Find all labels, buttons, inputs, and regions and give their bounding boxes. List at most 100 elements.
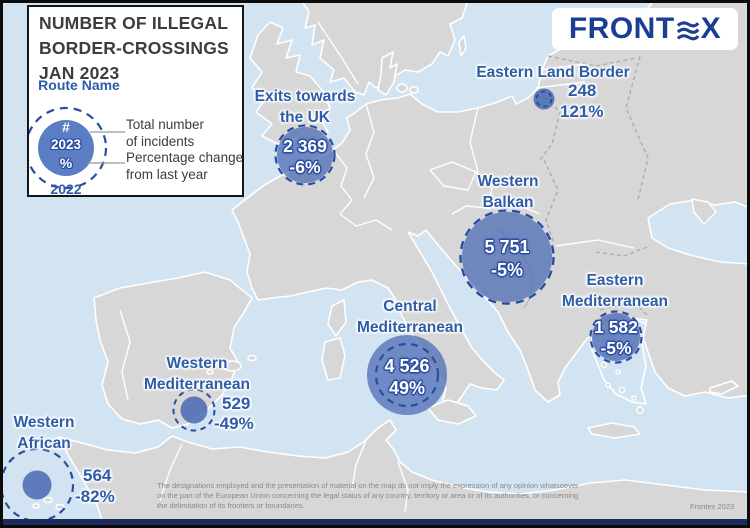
route-label-central-mediterranean: Central Mediterranean [357, 296, 463, 338]
disclaimer-line-1: The designations employed and the presen… [157, 481, 579, 490]
bubble-2023 [277, 127, 333, 183]
route-total: 1 582 [594, 317, 638, 337]
bubble-2023 [462, 212, 552, 302]
route-total: 4 526 [384, 356, 430, 376]
route-label-line: Eastern Land Border [476, 64, 630, 81]
route-label-line: Mediterranean [357, 319, 463, 336]
route-label-line: Central [383, 298, 437, 315]
route-label-line: Western [13, 414, 75, 431]
bubble-2023 [367, 335, 447, 415]
title-box: NUMBER OF ILLEGAL BORDER-CROSSINGS JAN 2… [27, 5, 244, 197]
bubble-2022-ring [274, 124, 336, 186]
land-canary-3 [32, 503, 40, 509]
route-values-western-balkan: 5 751 -5% [484, 236, 529, 282]
land-scandinavia [300, 0, 469, 96]
bubble-2022-ring [589, 310, 643, 364]
route-total-eastern-land-border: 248 [568, 81, 597, 100]
land-danish-isles [396, 83, 408, 93]
disclaimer-line-3: the delimitation of its frontiers or bou… [157, 501, 305, 511]
land-menorca [247, 354, 257, 362]
legend-incidents-line-1: Total number [126, 117, 205, 132]
land-north-africa [57, 419, 750, 528]
route-total-western-african: 564 [83, 466, 112, 485]
route-label-line: Mediterranean [562, 293, 668, 310]
land-britain [249, 21, 331, 145]
route-label-line: African [17, 435, 71, 452]
black-sea [647, 199, 750, 265]
land-gotland [458, 35, 467, 57]
route-change: 49% [388, 378, 426, 398]
aegean-island [615, 369, 621, 375]
route-total: 2 369 [283, 136, 327, 156]
route-label-exits-uk: Exits towards the UK [255, 86, 356, 128]
bubble-exits-uk [274, 124, 336, 186]
route-label-western-balkan: Western Balkan [478, 171, 539, 213]
route-change-western-african: -82% [75, 487, 115, 506]
legend-number-symbol: # [62, 119, 70, 135]
legend-percent-label: Percentage change from last year [126, 150, 243, 183]
route-total-western-mediterranean: 529 [222, 394, 251, 413]
frontex-wave-e-icon [676, 20, 699, 40]
map-disclaimer: The designations employed and the presen… [157, 481, 579, 512]
aegean-island [618, 386, 626, 394]
land-cyprus [709, 380, 739, 395]
bubble-2022-ring [535, 90, 553, 108]
route-label-eastern-mediterranean: Eastern Mediterranean [562, 270, 668, 312]
bubble-2023 [180, 396, 208, 424]
landmasses [32, 0, 750, 528]
bubble-eastern-land-border [533, 88, 555, 110]
bubble-2023 [592, 313, 640, 361]
route-total: 5 751 [484, 237, 530, 257]
disclaimer-line-2: on the part of the European Union concer… [157, 491, 579, 501]
route-circles [0, 88, 643, 523]
page-title-line-1: NUMBER OF ILLEGAL [39, 13, 229, 33]
route-label-line: Balkan [482, 194, 534, 211]
land-canary-1 [43, 496, 53, 504]
land-sardinia [321, 337, 346, 381]
legend-2023-circle [38, 120, 94, 176]
route-change-western-mediterranean: -49% [214, 414, 254, 433]
bubble-western-mediterranean [172, 388, 216, 432]
bubble-2022-ring [374, 342, 440, 408]
route-label-eastern-land-border: Eastern Land Border [476, 62, 629, 83]
legend-incidents-line-2: of incidents [126, 133, 195, 149]
route-label-line: Western [166, 355, 228, 372]
frontex-logo: FRONT X [552, 8, 738, 50]
land-denmark [377, 51, 398, 96]
route-change: -5% [600, 338, 632, 358]
route-values-eastern-mediterranean: 1 582 -5% [594, 317, 638, 359]
route-label-western-african: Western African [14, 412, 75, 454]
bottom-navy-bar [2, 519, 748, 526]
route-label-line: Eastern [586, 272, 644, 289]
page-title-line-3: JAN 2023 [39, 63, 120, 83]
route-change-eastern-land-border: 121% [560, 102, 604, 121]
route-values-central-mediterranean: 4 526 49% [384, 355, 429, 399]
land-ibiza [206, 369, 214, 375]
land-continent [231, 0, 750, 411]
land-danish-isles-2 [409, 86, 419, 94]
legend-bubble-graphic [29, 106, 125, 190]
legend-2022-ring [29, 106, 108, 190]
bubble-eastern-mediterranean [589, 310, 643, 364]
land-canary-2 [55, 503, 65, 511]
land-crimea [691, 198, 717, 225]
route-label-line: Exits towards [254, 88, 356, 105]
legend-year-previous: 2022 [50, 181, 82, 197]
bubble-2023 [22, 470, 52, 500]
aegean-island [600, 361, 608, 369]
bubble-central-mediterranean [367, 335, 447, 415]
bubble-western-balkan [459, 209, 555, 305]
route-label-western-mediterranean: Western Mediterranean [144, 353, 250, 395]
land-sicily [427, 399, 477, 425]
page-title-line-2: BORDER-CROSSINGS [39, 38, 229, 58]
legend-year-current: 2023 [50, 137, 82, 152]
frontex-logo-text-right: X [700, 12, 722, 45]
aegean-island [636, 406, 644, 414]
land-iberia [93, 271, 253, 429]
land-mallorca [222, 360, 242, 372]
land-crete [587, 422, 641, 439]
route-label-line: Mediterranean [144, 376, 250, 393]
legend-route-name-label: Route Name [38, 77, 120, 93]
